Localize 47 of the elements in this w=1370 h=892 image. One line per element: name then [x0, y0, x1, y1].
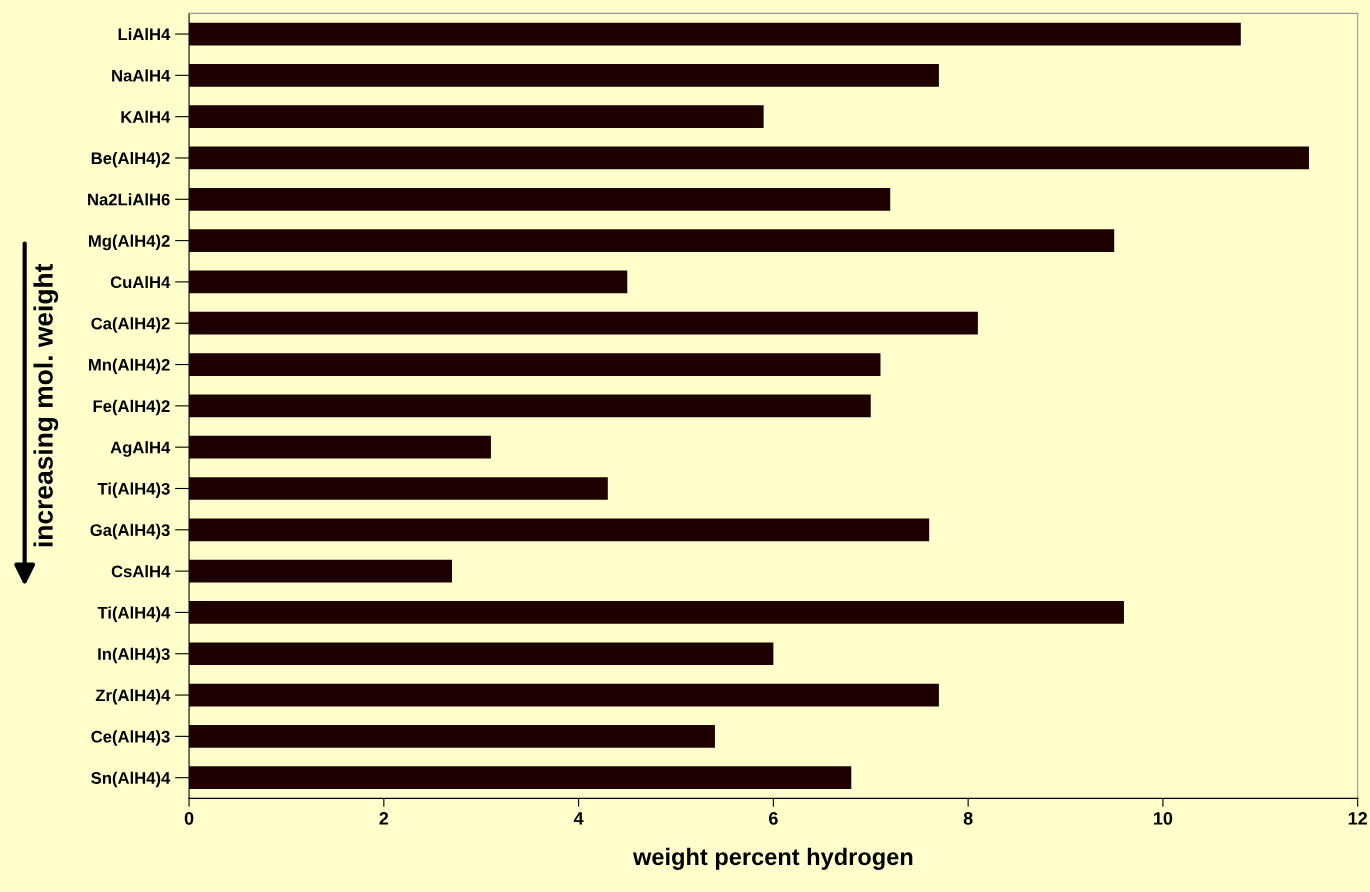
x-tick-label: 8: [963, 812, 973, 825]
bar: [189, 187, 891, 211]
bar: [189, 477, 608, 500]
y-tick-label: KAlH4: [121, 110, 171, 123]
y-tick-label: Be(AlH4)2: [91, 151, 170, 168]
x-tick-label: 6: [769, 812, 778, 825]
bar: [189, 435, 491, 459]
x-axis-title: weight percent hydrogen: [632, 847, 913, 870]
y-tick-label: NaAlH4: [112, 69, 171, 82]
y-tick-label: Zr(AlH4)4: [95, 689, 171, 705]
y-tick-label: Sn(AlH4)4: [91, 771, 171, 788]
bar: [189, 394, 871, 418]
y-tick-label: Mn(AlH4)2: [89, 358, 170, 375]
bar: [189, 22, 1241, 46]
bar: [189, 105, 764, 129]
y-tick-label: Na2LiAlH6: [88, 193, 170, 206]
bar: [189, 270, 628, 294]
y-tick-label: Ti(AlH4)4: [97, 606, 171, 622]
y-tick-label: Ca(AlH4)2: [91, 317, 170, 333]
bar: [189, 601, 1124, 624]
y-tick-label: Ce(AlH4)3: [91, 730, 170, 746]
y-tick-label: In(AlH4)3: [98, 647, 170, 664]
bar: [189, 353, 881, 376]
bar: [189, 559, 452, 583]
y-axis-title: increasing mol. weight: [33, 263, 59, 547]
y-tick-label: CuAlH4: [110, 275, 171, 289]
y-tick-label: CsAlH4: [111, 565, 171, 578]
x-tick-label: 4: [573, 812, 584, 825]
bar: [189, 311, 978, 335]
bar: [189, 766, 852, 790]
y-tick-label: LiAlH4: [118, 28, 171, 41]
x-tick-label: 12: [1348, 812, 1367, 825]
bar: [189, 146, 1309, 170]
x-tick-label: 0: [184, 812, 194, 825]
bar: [189, 683, 939, 707]
bar: [189, 642, 774, 666]
x-tick-label: 2: [379, 812, 389, 825]
bar: [189, 63, 939, 87]
y-tick-label: AgAlH4: [110, 441, 171, 457]
y-tick-label: Fe(AlH4)2: [93, 399, 170, 416]
y-tick-label: Mg(AlH4)2: [89, 234, 170, 251]
bar: [189, 725, 715, 748]
x-tick-label: 10: [1154, 812, 1173, 825]
bar: [189, 229, 1115, 252]
y-tick-label: Ga(AlH4)3: [90, 523, 170, 540]
bar: [189, 518, 930, 542]
y-tick-label: Ti(AlH4)3: [97, 482, 170, 498]
